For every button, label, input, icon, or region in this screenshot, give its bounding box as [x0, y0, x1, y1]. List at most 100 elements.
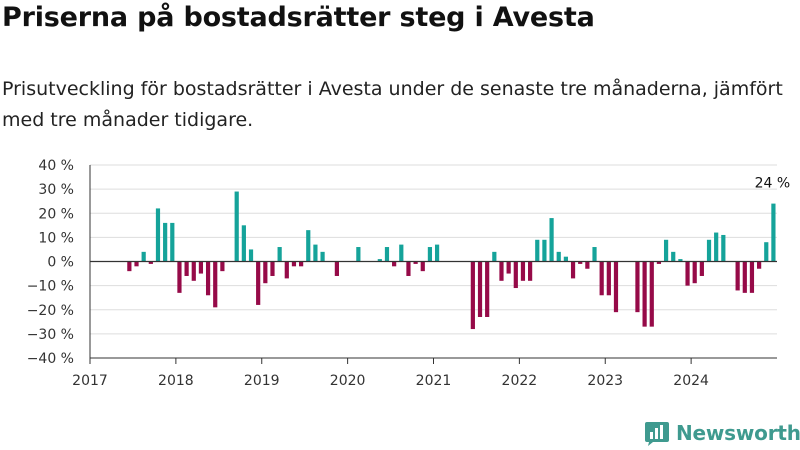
bar: [306, 230, 311, 262]
axes: [89, 165, 777, 364]
brand-name: Newsworthy: [676, 421, 800, 445]
bar: [263, 261, 268, 284]
bar: [320, 251, 325, 262]
bar: [699, 261, 704, 276]
chart-title: Priserna på bostadsrätter steg i Avesta: [2, 2, 595, 33]
bar: [420, 261, 425, 272]
bar: [585, 261, 590, 269]
x-axis-tick-labels: 2017 2018 2019 2020 2021 2022 2023 2024: [72, 373, 709, 389]
bar: [213, 261, 218, 308]
bar: [771, 203, 776, 262]
bar: [470, 261, 475, 330]
bars: [127, 191, 776, 330]
bar: [506, 261, 511, 274]
bar: [706, 239, 712, 262]
bar: [513, 261, 518, 289]
y-tick-label: 40 %: [38, 158, 74, 174]
bar: [334, 261, 339, 276]
y-tick-label: −30 %: [27, 327, 74, 343]
bar: [284, 261, 289, 279]
y-tick-label: −20 %: [27, 303, 74, 319]
bar: [198, 261, 204, 274]
y-tick-label: 20 %: [38, 206, 74, 222]
bar: [234, 191, 239, 262]
x-tick-label: 2018: [158, 373, 194, 389]
bar: [578, 261, 583, 264]
bar: [520, 261, 526, 281]
bar: [392, 261, 397, 267]
bar: [248, 249, 254, 262]
bar: [678, 259, 683, 262]
bar: [256, 261, 261, 305]
x-tick-label: 2023: [587, 373, 623, 389]
bar: [170, 222, 175, 262]
bar: [692, 261, 697, 284]
bar: [592, 247, 597, 262]
bar: [127, 261, 132, 272]
bar: [606, 261, 611, 296]
bar: [663, 239, 669, 262]
y-axis-tick-labels: 40 % 30 % 20 % 10 % 0 % −10 % −20 % −30 % −40 %: [27, 158, 74, 367]
bar: [277, 247, 282, 262]
bar: [141, 251, 146, 262]
bar: [563, 256, 568, 262]
x-tick-label: 2019: [244, 373, 280, 389]
bar: [356, 247, 361, 262]
bar: [205, 261, 211, 296]
annotations: 24 %: [755, 176, 791, 192]
bar: [485, 261, 490, 317]
bar: [656, 261, 662, 264]
bar: [542, 239, 547, 262]
bar: [434, 244, 440, 262]
bar: [155, 208, 161, 262]
bar: [291, 261, 297, 267]
bar: [492, 251, 497, 262]
bar: [749, 261, 755, 293]
bar: [685, 261, 690, 286]
bar: [184, 261, 189, 276]
bar-value-label: 24 %: [755, 176, 791, 192]
bar: [556, 251, 561, 262]
bar: [613, 261, 619, 313]
x-tick-label: 2022: [502, 373, 538, 389]
bar: [721, 234, 726, 262]
x-tick-label: 2021: [416, 373, 452, 389]
newsworthy-logo-icon: [645, 422, 669, 446]
y-tick-label: 0 %: [47, 255, 74, 271]
bar: [191, 261, 196, 281]
bar: [413, 261, 418, 264]
bar: [134, 261, 139, 267]
bar: [599, 261, 604, 296]
chart-subtitle: Prisutveckling för bostadsrätter i Avest…: [2, 78, 783, 131]
bar: [570, 261, 576, 279]
bar: [635, 261, 640, 313]
bar: [549, 218, 554, 262]
bar: [299, 261, 304, 267]
y-tick-label: 30 %: [38, 182, 74, 198]
bar: [764, 242, 769, 262]
bar: [535, 239, 540, 262]
bar: [671, 251, 676, 262]
y-tick-label: 10 %: [38, 230, 74, 246]
bar: [399, 244, 404, 262]
bar: [377, 259, 382, 262]
bar: [642, 261, 647, 327]
bar: [406, 261, 411, 276]
x-tick-label: 2020: [330, 373, 366, 389]
bar: [163, 222, 168, 262]
bar: [649, 261, 654, 327]
bar: [177, 261, 182, 293]
bar: [148, 261, 153, 264]
y-tick-label: −40 %: [27, 351, 74, 367]
bar: [757, 261, 762, 269]
y-tick-label: −10 %: [27, 279, 74, 295]
x-tick-label: 2017: [72, 373, 108, 389]
bar: [742, 261, 747, 293]
bar: [313, 244, 318, 262]
bar: [384, 247, 390, 262]
bar: [714, 232, 719, 262]
bar: [735, 261, 740, 291]
newsworthy-logo: Newsworthy: [644, 419, 800, 447]
bar: [220, 261, 225, 272]
